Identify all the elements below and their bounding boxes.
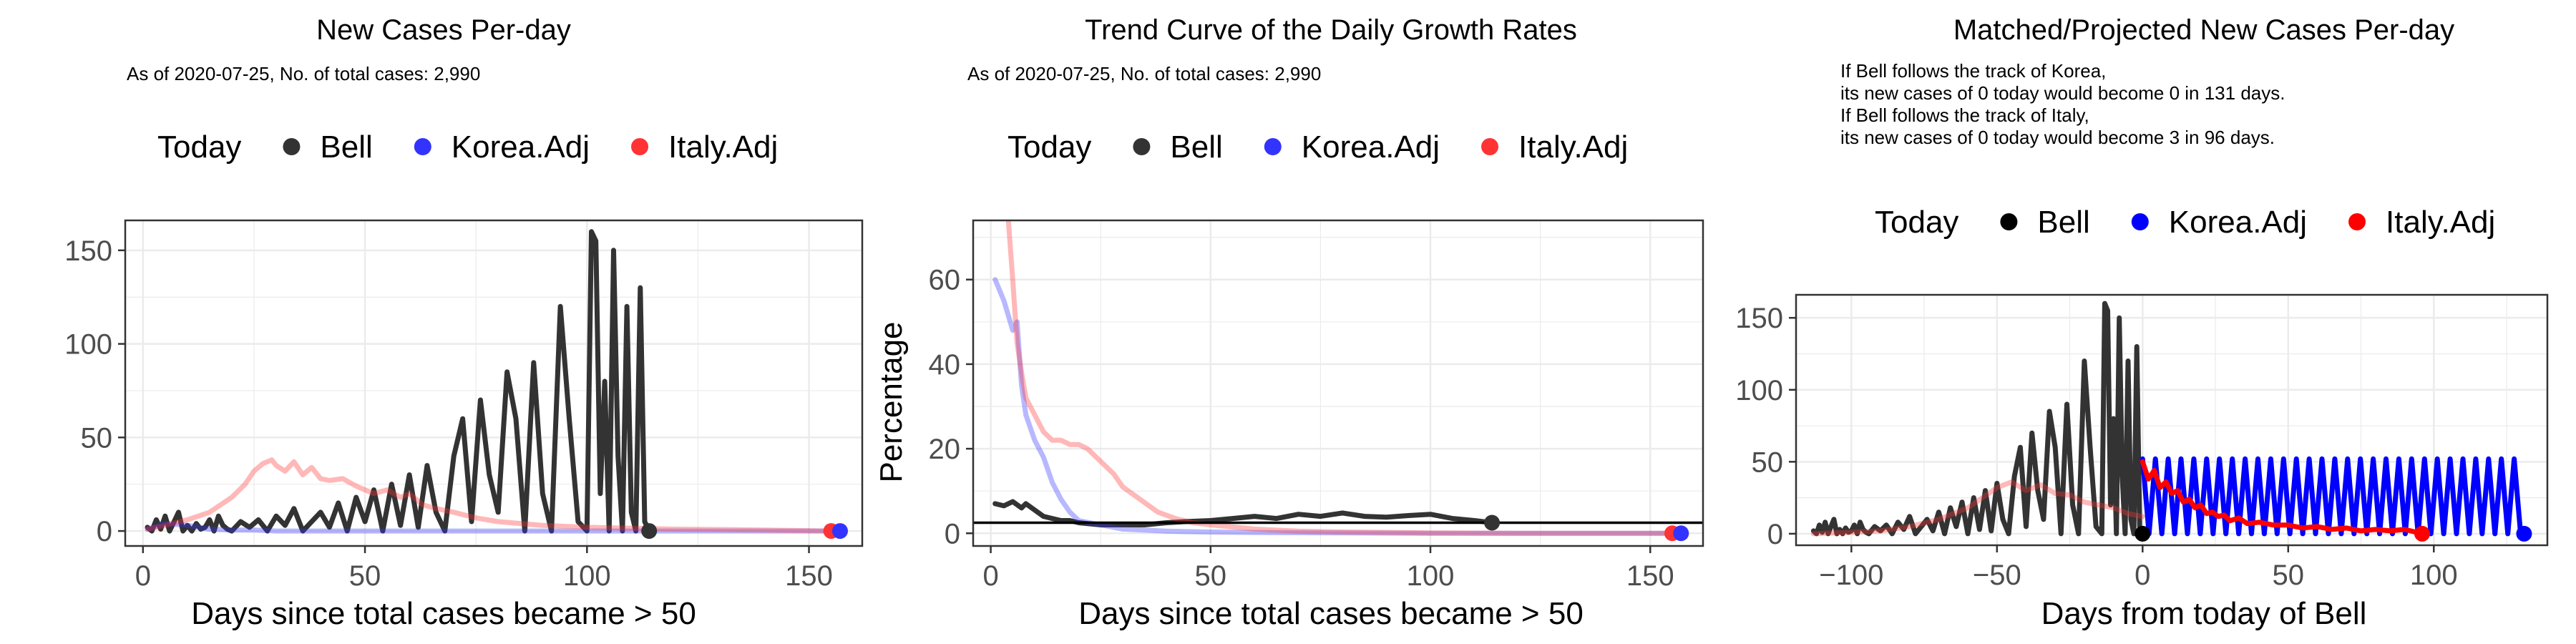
legend-key bbox=[414, 138, 431, 155]
x-tick-label: −50 bbox=[1973, 560, 2021, 591]
plot-border bbox=[124, 219, 864, 547]
x-axis-title: Days since total cases became > 50 bbox=[1078, 596, 1584, 631]
today-point-bell bbox=[2135, 525, 2151, 542]
x-tick-label: 0 bbox=[2135, 560, 2150, 591]
legend-key bbox=[631, 138, 649, 155]
legend-label: Italy.Adj bbox=[1518, 130, 1628, 165]
subtitle-line: its new cases of 0 today would become 3 … bbox=[1840, 127, 2275, 148]
legend-key bbox=[283, 138, 301, 155]
series-line-italy-adj bbox=[1005, 220, 1675, 536]
legend-key bbox=[2000, 213, 2018, 230]
legend-label: Bell bbox=[1170, 130, 1222, 165]
subtitle-line: As of 2020-07-25, No. of total cases: 2,… bbox=[967, 63, 1321, 84]
series-line-korea-adj bbox=[2140, 456, 2527, 537]
legend-label: Korea.Adj bbox=[2169, 205, 2307, 240]
y-tick-label: 50 bbox=[1752, 447, 1784, 478]
chart-subtitle: As of 2020-07-25, No. of total cases: 2,… bbox=[967, 63, 1321, 84]
subtitle-line: its new cases of 0 today would become 0 … bbox=[1840, 82, 2285, 104]
y-tick-label: 150 bbox=[1735, 303, 1783, 334]
today-point-italy-adj bbox=[2414, 525, 2430, 542]
plot-border bbox=[1795, 293, 2549, 547]
legend-key bbox=[1133, 138, 1151, 155]
subtitle-line: As of 2020-07-25, No. of total cases: 2,… bbox=[127, 63, 480, 84]
y-axis-title: Percentage bbox=[874, 321, 909, 482]
y-tick-label: 100 bbox=[64, 329, 112, 361]
legend: Today Bell Korea.Adj Italy.Adj bbox=[157, 130, 778, 165]
legend-label: Italy.Adj bbox=[668, 130, 778, 165]
today-point-bell bbox=[641, 523, 658, 540]
y-tick-label: 0 bbox=[945, 518, 960, 550]
plot-area: −100 −50 0 50 100 0 50 100 150 bbox=[1735, 293, 2549, 591]
x-tick-label: 100 bbox=[2410, 560, 2458, 591]
legend-title: Today bbox=[1875, 205, 1958, 240]
y-tick-label: 0 bbox=[1767, 519, 1783, 550]
panel-growth-rates: Trend Curve of the Daily Growth Rates As… bbox=[874, 14, 1704, 631]
x-tick-label: −100 bbox=[1819, 560, 1883, 591]
y-tick-label: 20 bbox=[929, 434, 961, 465]
legend: Today Bell Korea.Adj Italy.Adj bbox=[1008, 130, 1628, 165]
plot-area: 0 50 100 150 0 20 40 60 bbox=[929, 219, 1704, 592]
plot-border bbox=[972, 219, 1704, 547]
panel-projected-cases: Matched/Projected New Cases Per-day If B… bbox=[1735, 14, 2549, 631]
legend: Today Bell Korea.Adj Italy.Adj bbox=[1875, 205, 2495, 240]
x-axis-title: Days from today of Bell bbox=[2041, 596, 2367, 631]
y-tick-label: 0 bbox=[97, 516, 112, 547]
x-tick-label: 0 bbox=[982, 560, 998, 592]
y-tick-label: 60 bbox=[929, 265, 961, 296]
x-tick-label: 50 bbox=[349, 560, 381, 592]
y-tick-label: 50 bbox=[81, 422, 113, 454]
plot-area: 0 50 100 150 0 50 100 150 bbox=[64, 219, 864, 592]
series-line-korea-adj bbox=[992, 277, 1684, 536]
legend-label: Korea.Adj bbox=[452, 130, 590, 165]
series-line-italy-adj bbox=[2140, 459, 2425, 537]
legend-label: Bell bbox=[2037, 205, 2089, 240]
legend-title: Today bbox=[157, 130, 241, 165]
today-point-korea-adj bbox=[2516, 525, 2532, 542]
x-axis-title: Days since total cases became > 50 bbox=[191, 596, 696, 631]
x-tick-label: 50 bbox=[2273, 560, 2305, 591]
legend-key bbox=[2131, 213, 2149, 230]
x-tick-label: 150 bbox=[1626, 560, 1674, 592]
legend-label: Bell bbox=[320, 130, 372, 165]
chart-title: Matched/Projected New Cases Per-day bbox=[1953, 14, 2454, 46]
x-tick-label: 100 bbox=[563, 560, 611, 592]
panel-new-cases: New Cases Per-day As of 2020-07-25, No. … bbox=[64, 14, 864, 631]
plot-background bbox=[973, 220, 1703, 546]
chart-title: Trend Curve of the Daily Growth Rates bbox=[1085, 14, 1577, 46]
series-line-italy-adj bbox=[1810, 479, 2145, 537]
legend-key bbox=[2348, 213, 2366, 230]
x-tick-label: 150 bbox=[785, 560, 833, 592]
y-tick-label: 150 bbox=[64, 235, 112, 267]
y-tick-label: 100 bbox=[1735, 375, 1783, 406]
series-layer bbox=[1810, 301, 2527, 537]
legend-key bbox=[1264, 138, 1282, 155]
y-tick-label: 40 bbox=[929, 349, 961, 381]
legend-title: Today bbox=[1008, 130, 1091, 165]
series-line-italy-adj bbox=[145, 457, 834, 534]
chart-title: New Cases Per-day bbox=[316, 14, 571, 46]
subtitle-line: If Bell follows the track of Italy, bbox=[1840, 104, 2089, 126]
legend-key bbox=[1481, 138, 1499, 155]
chart-subtitle: If Bell follows the track of Korea,its n… bbox=[1840, 60, 2285, 148]
legend-label: Italy.Adj bbox=[2386, 205, 2495, 240]
series-line-bell bbox=[1810, 301, 2145, 537]
subtitle-line: If Bell follows the track of Korea, bbox=[1840, 60, 2106, 82]
x-tick-label: 100 bbox=[1407, 560, 1455, 592]
legend-label: Korea.Adj bbox=[1302, 130, 1440, 165]
x-tick-label: 0 bbox=[135, 560, 151, 592]
chart-subtitle: As of 2020-07-25, No. of total cases: 2,… bbox=[127, 63, 480, 84]
series-line-bell bbox=[145, 229, 652, 534]
today-point-korea-adj bbox=[1673, 525, 1689, 542]
today-point-bell bbox=[1484, 514, 1501, 531]
x-tick-label: 50 bbox=[1195, 560, 1227, 592]
today-point-korea-adj bbox=[831, 523, 848, 540]
